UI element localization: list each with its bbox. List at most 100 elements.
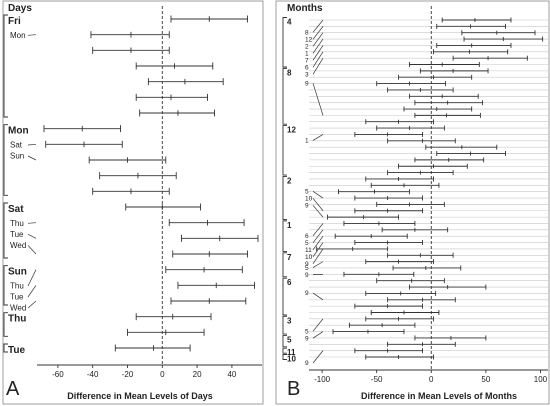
panel-a-x-axis-label: Difference in Mean Levels of Days [67,391,213,401]
b-group-bracket [282,176,287,221]
b-group-bracket [282,125,287,176]
a-group-bracket [3,202,8,259]
b-group-bracket [282,252,287,278]
b-group-label: 5 [287,335,292,344]
b-sub-label: 9 [305,360,309,367]
panel-b-header: Months [287,3,323,14]
b-sub-label: 6 [305,233,309,240]
b-sub-label-leader [312,38,324,54]
b-sub-label: 1 [305,51,309,58]
a-group-label: Thu [8,314,26,325]
b-sub-label-leader [312,223,324,237]
b-sub-label-leader [312,198,324,211]
b-sub-label-leader [312,229,324,244]
b-sub-label: 6 [305,65,309,72]
a-sub-label-leader [27,155,37,161]
a-group-label: Tue [8,345,25,356]
panel-a-letter: A [6,378,20,400]
a-sub-label: Thu [10,219,24,228]
b-sub-label: 2 [305,44,309,51]
b-x-tick-label: 100 [534,375,548,384]
b-sub-label: 1 [305,138,309,145]
a-sub-label: Wed [10,304,26,313]
b-group-bracket [282,347,287,354]
a-sub-label-leader [27,300,37,309]
a-sub-label: Tue [10,230,24,239]
b-group-bracket [282,67,287,125]
b-sub-label: 9 [305,272,309,279]
panel-a-header: Days [8,3,32,14]
b-sub-label: 8 [305,30,309,37]
b-sub-label-leader [312,83,324,116]
b-sub-label: 10 [305,254,313,261]
a-sub-label-leader [27,285,37,298]
a-sub-label: Wed [10,241,26,250]
b-sub-label-leader [312,248,324,265]
b-sub-label-leader [312,261,324,268]
panel-a-frame [2,0,264,405]
b-sub-label: 5 [305,328,309,335]
b-sub-label: 9 [305,80,309,87]
b-sub-label-leader [312,45,324,61]
a-sub-label: Mon [10,31,26,40]
b-sub-label-leader [312,318,324,332]
a-sub-label: Sat [10,141,23,150]
a-group-bracket [3,124,8,196]
b-group-label: 10 [287,355,296,364]
b-group-label: 12 [287,126,296,135]
b-sub-label: 5 [305,265,309,272]
b-group-bracket [282,315,287,335]
b-sub-label: 11 [305,247,312,254]
b-sub-label: 5 [305,240,309,247]
panel-b-letter: B [287,378,300,400]
b-group-label: 7 [287,253,292,262]
panel-b-chart: Months 481221763891212510916511109759693… [275,0,550,405]
b-sub-label-leader [312,134,324,141]
a-sub-label-leader [27,222,37,224]
b-group-bracket [282,334,287,348]
a-x-tick-label: -60 [52,370,64,379]
b-sub-label-leader [312,32,324,47]
b-group-bracket [282,277,287,316]
a-group-label: Mon [8,126,29,137]
a-group-bracket [3,312,8,337]
a-x-tick-label: 0 [160,370,165,379]
b-x-tick-label: -100 [314,375,331,384]
b-sub-label: 9 [305,290,309,297]
b-sub-label: 9 [305,202,309,209]
a-group-label: Sun [8,267,27,278]
a-group-label: Fri [8,16,21,27]
b-sub-label: 9 [305,261,309,268]
b-sub-label-leader [312,331,324,339]
a-x-tick-label: 20 [193,370,202,379]
b-group-label: 11 [287,348,296,357]
b-sub-label: 12 [305,37,313,44]
b-sub-label-leader [312,51,324,68]
b-group-bracket [282,354,287,360]
b-x-tick-label: -50 [371,375,383,384]
b-sub-label: 3 [305,72,309,79]
b-sub-label: 5 [305,188,309,195]
a-sub-label-leader [27,269,37,287]
a-sub-label-leader [27,34,37,36]
a-x-tick-label: -20 [122,370,134,379]
b-sub-label-leader [312,19,324,33]
a-group-bracket [3,265,8,306]
b-sub-label-leader [312,191,324,199]
a-sub-label-leader [27,245,37,255]
b-group-bracket [282,220,287,252]
b-group-label: 2 [287,176,292,185]
b-group-label: 3 [287,316,292,325]
b-sub-label: 9 [305,335,309,342]
a-sub-label: Sun [10,152,24,161]
a-sub-label: Thu [10,282,24,291]
b-group-label: 1 [287,221,292,230]
a-x-tick-label: -40 [87,370,99,379]
b-sub-label-leader [312,235,324,251]
a-sub-label-leader [27,234,37,239]
b-x-tick-label: 50 [481,375,490,384]
a-group-bracket [3,14,8,118]
b-sub-label: 7 [305,58,309,65]
b-sub-label-leader [312,350,324,364]
b-x-tick-label: 0 [429,375,434,384]
